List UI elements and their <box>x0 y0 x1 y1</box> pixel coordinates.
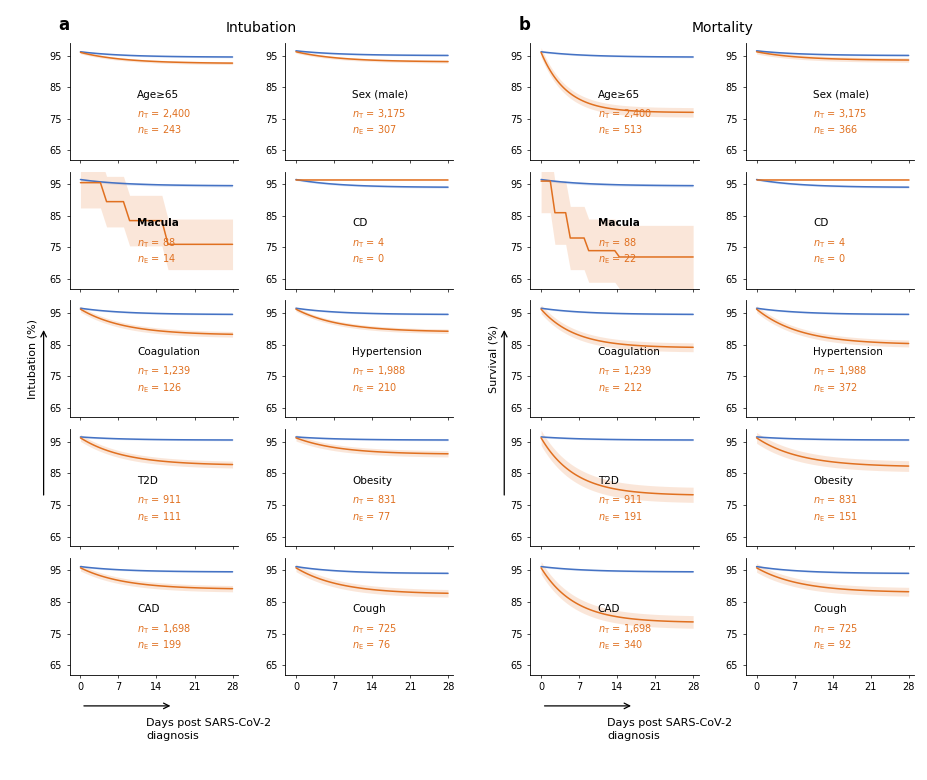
Text: CAD: CAD <box>597 604 619 615</box>
Text: $n_\mathrm{T}$ = 4: $n_\mathrm{T}$ = 4 <box>352 236 385 250</box>
Text: $n_\mathrm{E}$ = 372: $n_\mathrm{E}$ = 372 <box>812 381 857 395</box>
Text: $n_\mathrm{T}$ = 1,239: $n_\mathrm{T}$ = 1,239 <box>597 365 651 378</box>
Text: $n_\mathrm{T}$ = 4: $n_\mathrm{T}$ = 4 <box>812 236 844 250</box>
Text: Macula: Macula <box>597 218 639 229</box>
Text: Obesity: Obesity <box>812 476 852 486</box>
Text: T2D: T2D <box>137 476 158 486</box>
Text: Cough: Cough <box>352 604 386 615</box>
Text: Sex (male): Sex (male) <box>352 90 408 100</box>
Text: b: b <box>518 16 530 34</box>
Text: $n_\mathrm{E}$ = 77: $n_\mathrm{E}$ = 77 <box>352 510 390 523</box>
Text: Age≥65: Age≥65 <box>597 90 639 100</box>
Text: $n_\mathrm{E}$ = 22: $n_\mathrm{E}$ = 22 <box>597 253 636 266</box>
Text: $n_\mathrm{T}$ = 2,400: $n_\mathrm{T}$ = 2,400 <box>137 108 191 121</box>
Text: $n_\mathrm{T}$ = 911: $n_\mathrm{T}$ = 911 <box>137 493 182 507</box>
Text: $n_\mathrm{E}$ = 210: $n_\mathrm{E}$ = 210 <box>352 381 397 395</box>
Text: $n_\mathrm{T}$ = 831: $n_\mathrm{T}$ = 831 <box>352 493 397 507</box>
Text: $n_\mathrm{E}$ = 243: $n_\mathrm{E}$ = 243 <box>137 124 182 137</box>
Text: Age≥65: Age≥65 <box>137 90 179 100</box>
Text: Hypertension: Hypertension <box>352 347 422 357</box>
Text: Sex (male): Sex (male) <box>812 90 869 100</box>
Text: $n_\mathrm{E}$ = 191: $n_\mathrm{E}$ = 191 <box>597 510 641 523</box>
Text: $n_\mathrm{E}$ = 199: $n_\mathrm{E}$ = 199 <box>137 638 182 652</box>
Text: Macula: Macula <box>137 218 179 229</box>
Text: $n_\mathrm{E}$ = 151: $n_\mathrm{E}$ = 151 <box>812 510 857 523</box>
Text: $n_\mathrm{T}$ = 88: $n_\mathrm{T}$ = 88 <box>597 236 636 250</box>
Text: a: a <box>58 16 70 34</box>
Text: Intubation: Intubation <box>225 21 297 35</box>
Text: $n_\mathrm{T}$ = 725: $n_\mathrm{T}$ = 725 <box>812 622 857 636</box>
Text: Hypertension: Hypertension <box>812 347 882 357</box>
Text: $n_\mathrm{E}$ = 212: $n_\mathrm{E}$ = 212 <box>597 381 641 395</box>
Text: $n_\mathrm{E}$ = 14: $n_\mathrm{E}$ = 14 <box>137 253 176 266</box>
Text: Days post SARS-CoV-2
diagnosis: Days post SARS-CoV-2 diagnosis <box>606 718 731 741</box>
Text: CD: CD <box>352 218 367 229</box>
Text: $n_\mathrm{T}$ = 831: $n_\mathrm{T}$ = 831 <box>812 493 857 507</box>
Text: $n_\mathrm{E}$ = 340: $n_\mathrm{E}$ = 340 <box>597 638 641 652</box>
Text: $n_\mathrm{E}$ = 307: $n_\mathrm{E}$ = 307 <box>352 124 397 137</box>
Text: $n_\mathrm{E}$ = 0: $n_\mathrm{E}$ = 0 <box>812 253 844 266</box>
Text: $n_\mathrm{E}$ = 126: $n_\mathrm{E}$ = 126 <box>137 381 182 395</box>
Text: $n_\mathrm{T}$ = 3,175: $n_\mathrm{T}$ = 3,175 <box>812 108 866 121</box>
Text: Cough: Cough <box>812 604 845 615</box>
Text: $n_\mathrm{E}$ = 366: $n_\mathrm{E}$ = 366 <box>812 124 857 137</box>
Text: Obesity: Obesity <box>352 476 392 486</box>
Text: CAD: CAD <box>137 604 159 615</box>
Text: $n_\mathrm{T}$ = 88: $n_\mathrm{T}$ = 88 <box>137 236 175 250</box>
Text: $n_\mathrm{T}$ = 1,698: $n_\mathrm{T}$ = 1,698 <box>597 622 651 636</box>
Text: $n_\mathrm{T}$ = 2,400: $n_\mathrm{T}$ = 2,400 <box>597 108 651 121</box>
Text: $n_\mathrm{T}$ = 1,988: $n_\mathrm{T}$ = 1,988 <box>812 365 867 378</box>
Text: $n_\mathrm{T}$ = 1,988: $n_\mathrm{T}$ = 1,988 <box>352 365 406 378</box>
Text: $n_\mathrm{E}$ = 0: $n_\mathrm{E}$ = 0 <box>352 253 385 266</box>
Text: $n_\mathrm{T}$ = 1,239: $n_\mathrm{T}$ = 1,239 <box>137 365 191 378</box>
Text: CD: CD <box>812 218 828 229</box>
Text: Intubation (%): Intubation (%) <box>28 319 37 399</box>
Text: $n_\mathrm{T}$ = 725: $n_\mathrm{T}$ = 725 <box>352 622 397 636</box>
Text: Coagulation: Coagulation <box>597 347 660 357</box>
Text: Days post SARS-CoV-2
diagnosis: Days post SARS-CoV-2 diagnosis <box>146 718 272 741</box>
Text: Survival (%): Survival (%) <box>488 324 498 393</box>
Text: $n_\mathrm{T}$ = 3,175: $n_\mathrm{T}$ = 3,175 <box>352 108 406 121</box>
Text: $n_\mathrm{E}$ = 76: $n_\mathrm{E}$ = 76 <box>352 638 391 652</box>
Text: T2D: T2D <box>597 476 617 486</box>
Text: $n_\mathrm{T}$ = 1,698: $n_\mathrm{T}$ = 1,698 <box>137 622 191 636</box>
Text: $n_\mathrm{E}$ = 513: $n_\mathrm{E}$ = 513 <box>597 124 641 137</box>
Text: $n_\mathrm{T}$ = 911: $n_\mathrm{T}$ = 911 <box>597 493 641 507</box>
Text: Mortality: Mortality <box>691 21 753 35</box>
Text: $n_\mathrm{E}$ = 111: $n_\mathrm{E}$ = 111 <box>137 510 182 523</box>
Text: $n_\mathrm{E}$ = 92: $n_\mathrm{E}$ = 92 <box>812 638 851 652</box>
Text: Coagulation: Coagulation <box>137 347 199 357</box>
